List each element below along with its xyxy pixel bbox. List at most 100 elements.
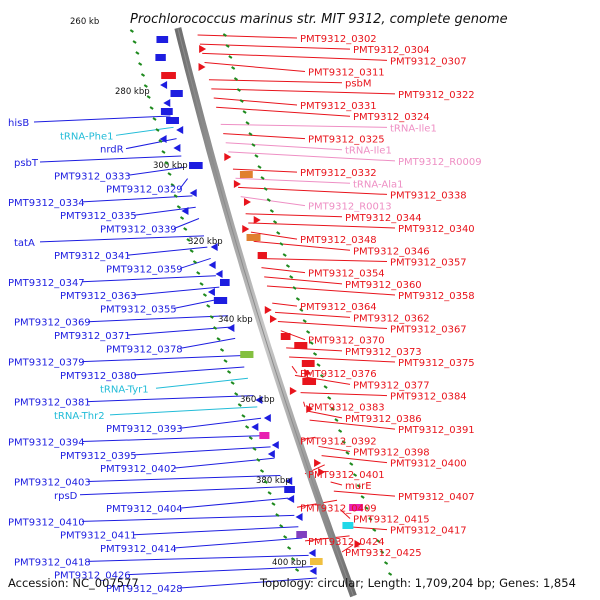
gene-label[interactable]: PMT9312_0398 [353, 447, 430, 458]
gene-block [284, 486, 295, 493]
gene-label[interactable]: rpsD [54, 491, 78, 502]
gene-label[interactable]: PMT9312_0391 [398, 425, 475, 436]
gene-label[interactable]: PMT9312_0333 [54, 171, 131, 182]
leader-line [341, 544, 354, 553]
gene-label[interactable]: tRNA-Ile1 [390, 123, 437, 134]
gene-label[interactable]: PMT9312_0304 [353, 45, 430, 56]
scale-dash [259, 469, 265, 473]
gene-label[interactable]: tRNA-Phe1 [60, 131, 113, 142]
leader-line [79, 486, 285, 496]
gene-label[interactable]: PMT9312_0332 [300, 168, 377, 179]
gene-label[interactable]: PMT9312_0381 [14, 398, 91, 409]
gene-label[interactable]: PMT9312_0325 [308, 135, 385, 146]
gene-label[interactable]: PMT9312_0347 [8, 278, 85, 289]
gene-label[interactable]: PMT9312_0395 [60, 451, 137, 462]
gene-label[interactable]: PMT9312_0360 [345, 280, 422, 291]
gene-label[interactable]: PMT9312_0414 [100, 544, 177, 555]
leader-line [133, 526, 299, 536]
gene-label[interactable]: PMT9312_0344 [345, 213, 422, 224]
gene-label[interactable]: murE [345, 481, 372, 492]
gene-label[interactable]: PMT9312_0409 [300, 503, 377, 514]
gene-label[interactable]: PMT9312_0335 [60, 211, 137, 222]
gene-label[interactable]: PMT9312_0392 [300, 436, 377, 447]
gene-label[interactable]: PMT9312_0370 [308, 336, 385, 347]
scale-dash [372, 528, 377, 532]
gene-label[interactable]: PMT9312_0407 [398, 492, 475, 503]
gene-label[interactable]: PMT9312_0377 [353, 380, 430, 391]
gene-label[interactable]: PMT9312_R0009 [398, 157, 482, 168]
gene-label[interactable]: PMT9312_0369 [14, 318, 91, 329]
gene-label[interactable]: PMT9312_0338 [390, 190, 467, 201]
gene-label[interactable]: PMT9312_0376 [300, 369, 377, 380]
gene-label[interactable]: PMT9312_0378 [106, 344, 183, 355]
gene-label[interactable]: PMT9312_0383 [308, 403, 385, 414]
gene-label[interactable]: PMT9312_0402 [100, 464, 177, 475]
gene-label[interactable]: PMT9312_0358 [398, 291, 475, 302]
gene-label[interactable]: hisB [8, 118, 29, 129]
gene-arrow [354, 540, 362, 548]
gene-label[interactable]: PMT9312_0346 [353, 246, 430, 257]
scale-dash [219, 348, 225, 352]
gene-label[interactable]: PMT9312_0331 [300, 101, 377, 112]
gene-label[interactable]: tRNA-Ile1 [345, 146, 392, 157]
gene-label[interactable]: PMT9312_R0013 [308, 202, 392, 213]
gene-label[interactable]: PMT9312_0403 [14, 477, 91, 488]
leader-line [220, 123, 388, 128]
gene-block [309, 558, 323, 565]
gene-label[interactable]: PMT9312_0329 [106, 185, 183, 196]
gene-block [349, 504, 363, 511]
gene-label[interactable]: PMT9312_0341 [54, 251, 131, 262]
gene-label[interactable]: PMT9312_0424 [308, 537, 385, 548]
gene-label[interactable]: tRNA-Tyr1 [100, 384, 149, 395]
gene-label[interactable]: tatA [14, 238, 35, 249]
gene-arrow [314, 459, 322, 467]
gene-label[interactable]: PMT9312_0371 [54, 331, 131, 342]
scale-dash [323, 385, 328, 389]
gene-label[interactable]: PMT9312_0425 [345, 548, 422, 559]
gene-label[interactable]: PMT9312_0411 [60, 531, 137, 542]
gene-label[interactable]: PMT9312_0334 [8, 198, 85, 209]
gene-label[interactable]: PMT9312_0426 [54, 571, 131, 582]
gene-label[interactable]: PMT9312_0410 [8, 517, 85, 528]
gene-label[interactable]: PMT9312_0362 [353, 313, 430, 324]
scale-dash [176, 205, 181, 209]
gene-label[interactable]: PMT9312_0386 [345, 414, 422, 425]
scale-dash [364, 506, 369, 510]
gene-label[interactable]: PMT9312_0384 [390, 392, 467, 403]
gene-label[interactable]: PMT9312_0354 [308, 269, 385, 280]
gene-label[interactable]: PMT9312_0348 [300, 235, 377, 246]
gene-label[interactable]: PMT9312_0355 [100, 304, 177, 315]
gene-label[interactable]: PMT9312_0302 [300, 34, 377, 45]
gene-label[interactable]: PMT9312_0339 [100, 225, 177, 236]
gene-label[interactable]: nrdR [100, 145, 124, 156]
gene-label[interactable]: PMT9312_0380 [60, 371, 137, 382]
gene-label[interactable]: PMT9312_0404 [106, 504, 183, 515]
gene-label[interactable]: PMT9312_0428 [106, 584, 183, 595]
gene-label[interactable]: PMT9312_0324 [353, 112, 430, 123]
gene-label[interactable]: PMT9312_0417 [390, 526, 467, 537]
gene-label[interactable]: PMT9312_0367 [390, 325, 467, 336]
gene-label[interactable]: PMT9312_0415 [353, 514, 430, 525]
gene-label[interactable]: PMT9312_0340 [398, 224, 475, 235]
accession-text: Accession: NC_007577 [8, 576, 139, 590]
gene-label[interactable]: PMT9312_0363 [60, 291, 137, 302]
gene-label[interactable]: PMT9312_0375 [398, 358, 475, 369]
gene-label[interactable]: psbT [14, 158, 39, 169]
gene-label[interactable]: PMT9312_0357 [390, 257, 467, 268]
gene-label[interactable]: tRNA-Thr2 [54, 411, 105, 422]
gene-label[interactable]: tRNA-Ala1 [353, 179, 403, 190]
gene-label[interactable]: PMT9312_0364 [300, 302, 377, 313]
gene-label[interactable]: PMT9312_0373 [345, 347, 422, 358]
gene-label[interactable]: PMT9312_0307 [390, 56, 467, 67]
gene-label[interactable]: PMT9312_0393 [106, 424, 183, 435]
gene-label[interactable]: PMT9312_0401 [308, 470, 385, 481]
gene-label[interactable]: PMT9312_0400 [390, 459, 467, 470]
gene-label[interactable]: PMT9312_0359 [106, 264, 183, 275]
gene-label[interactable]: PMT9312_0394 [8, 438, 85, 449]
scale-dash [223, 359, 228, 363]
gene-label[interactable]: PMT9312_0311 [308, 68, 385, 79]
gene-label[interactable]: psbM [345, 79, 372, 90]
gene-label[interactable]: PMT9312_0322 [398, 90, 475, 101]
gene-label[interactable]: PMT9312_0379 [8, 358, 85, 369]
gene-label[interactable]: PMT9312_0418 [14, 557, 91, 568]
